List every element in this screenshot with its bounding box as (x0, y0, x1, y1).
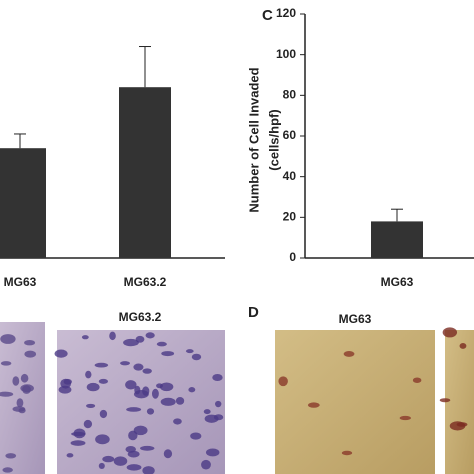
cell (127, 450, 140, 458)
cell (60, 378, 72, 389)
cell (159, 382, 174, 392)
cell (98, 378, 108, 384)
cell (190, 432, 202, 440)
cell (188, 387, 196, 393)
cell (133, 425, 148, 436)
cell (12, 376, 20, 386)
cell (439, 398, 451, 403)
cell (146, 408, 155, 415)
cell (86, 382, 100, 392)
cell (133, 389, 149, 399)
cell (12, 406, 26, 412)
cell (142, 466, 155, 474)
cell (412, 377, 422, 383)
bar (0, 148, 46, 258)
cell (20, 384, 34, 393)
cell (70, 440, 86, 446)
cell (341, 450, 353, 456)
cell (2, 467, 13, 473)
cell (442, 327, 458, 338)
cell (113, 456, 128, 466)
y-tick-label: 20 (283, 210, 297, 224)
cell (142, 368, 152, 374)
cell (73, 428, 86, 439)
y-tick-label: 40 (283, 169, 297, 183)
cell (81, 335, 89, 340)
cell (95, 434, 110, 445)
cell (16, 398, 24, 408)
cell (151, 388, 159, 399)
cell (5, 453, 17, 459)
micrograph (275, 330, 435, 474)
cell (66, 453, 74, 458)
y-axis-label: (cells/hpf) (266, 109, 281, 170)
bar (119, 87, 171, 258)
bar (371, 221, 423, 258)
cell (163, 449, 173, 459)
cells (0, 327, 468, 474)
y-tick-label: 100 (276, 47, 296, 61)
y-tick-label: 80 (283, 88, 297, 102)
cell (125, 380, 137, 390)
cell (0, 361, 12, 366)
micrograph (0, 322, 45, 474)
y-tick-label: 0 (289, 250, 296, 264)
y-axis-label: Number of Cell Invaded (246, 67, 261, 212)
cell (201, 459, 211, 470)
y-tick-label: 60 (283, 128, 297, 142)
cell (212, 374, 223, 381)
cell (123, 338, 139, 347)
cell (205, 448, 220, 457)
cell (133, 363, 144, 371)
cell (126, 407, 142, 412)
cell (24, 340, 36, 346)
cell (99, 409, 108, 419)
cell (175, 397, 185, 405)
cell (126, 464, 142, 471)
cell (102, 455, 115, 463)
cell (145, 332, 155, 339)
x-tick-label: MG63 (4, 275, 37, 289)
cell (20, 373, 29, 383)
cell (156, 383, 163, 389)
cell (278, 376, 288, 387)
cell (85, 370, 92, 379)
cell (191, 353, 202, 361)
y-tick-label: 120 (276, 6, 296, 20)
cell (140, 445, 155, 451)
panel-label: C (262, 7, 273, 24)
cell (173, 418, 182, 425)
cell (215, 400, 222, 408)
x-tick-label: MG63.2 (124, 275, 167, 289)
cell (86, 403, 96, 408)
cell (156, 341, 167, 347)
cell (98, 462, 105, 469)
image-label: MG63 (339, 312, 372, 326)
cell (94, 362, 109, 368)
cell (459, 343, 467, 349)
cell (307, 402, 320, 408)
cell (0, 391, 14, 397)
micrograph (57, 330, 225, 474)
cell (83, 419, 93, 429)
cell (213, 414, 224, 421)
cell (399, 415, 412, 421)
cell (161, 351, 175, 357)
cell (24, 350, 37, 358)
cell (160, 397, 176, 406)
x-tick-label: MG63 (381, 275, 414, 289)
cell (0, 334, 16, 344)
cell (120, 361, 130, 366)
cell (54, 349, 68, 358)
cell (185, 349, 194, 354)
cell (203, 409, 211, 415)
image-label: MG63.2 (119, 310, 162, 324)
cell (449, 421, 466, 431)
cell (109, 331, 116, 341)
micrograph (445, 330, 474, 474)
cell (343, 350, 355, 357)
panel-label: D (248, 304, 259, 321)
